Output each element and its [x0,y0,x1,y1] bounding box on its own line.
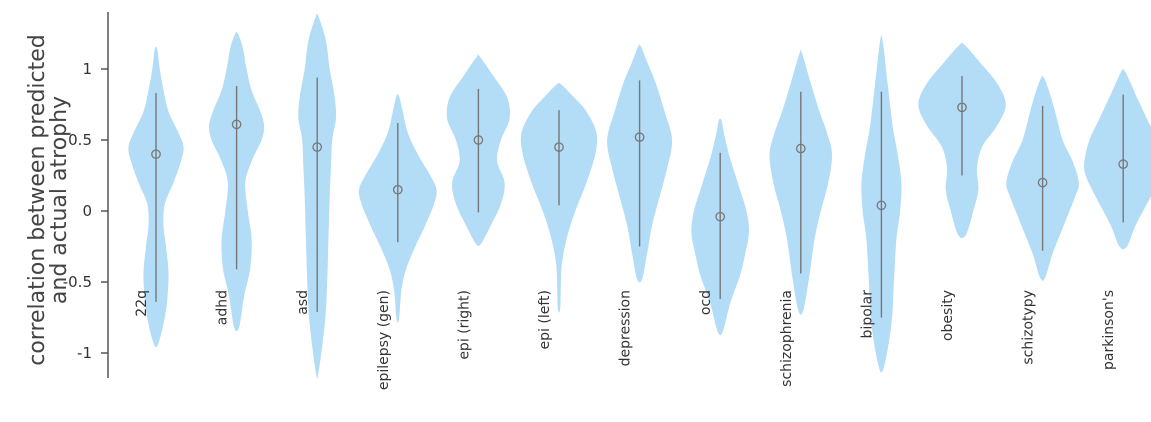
category-label-schizophrenia: schizophrenia [779,290,795,387]
category-label-schizotypy: schizotypy [1021,290,1037,365]
category-label-epi-left: epi (left) [537,290,553,349]
y-axis-title-line: and actual atrophy [47,96,72,304]
median-marker-epi-right [473,135,484,145]
category-label-adhd: adhd [215,290,231,325]
category-label-asd: asd [295,290,311,315]
median-marker-adhd [231,119,242,130]
category-label-obesity: obesity [940,290,956,341]
y-tick-label: 0 [82,202,92,220]
median-marker-ocd [715,211,726,222]
category-label-bipolar: bipolar [859,290,875,339]
category-label-depression: depression [618,290,634,366]
category-label-epi-right: epi (right) [456,290,472,360]
whiskers-layer [155,76,1124,318]
median-marker-epilepsy-gen [392,184,403,195]
y-axis-title-line: correlation between predicted [25,34,50,366]
medians-layer [151,102,1129,222]
y-tick-label: -0.5 [63,273,92,291]
median-marker-asd [312,142,323,152]
median-marker-22q [151,149,161,160]
y-axis: 1 0.5 0 -0.5 -1 [63,12,109,378]
y-tick-label: 1 [82,60,92,78]
category-labels: 22q adhd asd epilepsy (gen) epi (right) epi (… [134,290,1117,390]
median-marker-epi-left [554,142,564,152]
category-label-epilepsy-gen: epilepsy (gen) [376,290,392,390]
category-label-ocd: ocd [698,290,714,315]
y-tick-label: -1 [77,344,92,362]
median-marker-bipolar [876,200,887,211]
category-label-parkinson-s: parkinson's [1101,290,1117,370]
median-marker-schizotypy [1037,177,1048,188]
median-marker-parkinson-s [1118,159,1129,169]
median-marker-schizophrenia [795,143,806,154]
violin-parkinson-s [1084,68,1151,250]
median-marker-obesity [957,102,967,113]
category-label-22q: 22q [134,290,150,317]
y-tick-label: 0.5 [68,131,92,149]
median-marker-depression [634,132,645,143]
